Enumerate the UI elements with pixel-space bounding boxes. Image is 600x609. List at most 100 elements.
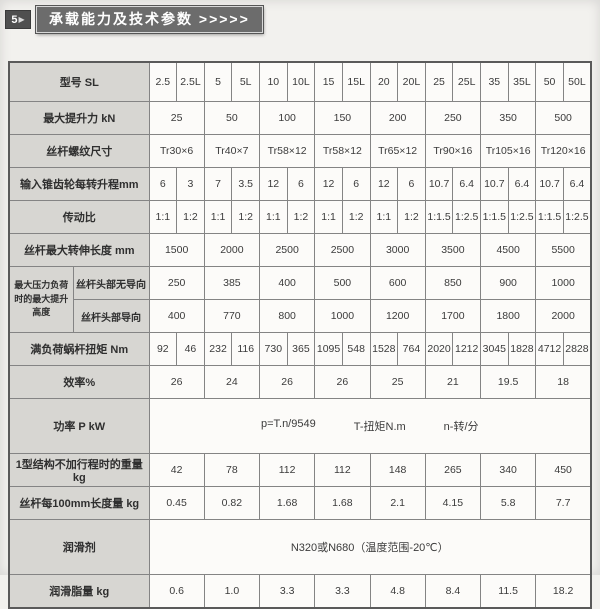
table-row: 最大压力负荷时的最大提升高度 丝杆头部无导向 250 385 400 500 600 850 9… (8, 266, 592, 333)
table-cell: 26 (314, 365, 371, 399)
table-cell: 1:2.5 (452, 200, 481, 234)
table-cell: 400 (148, 299, 205, 333)
note-token: T-扭矩N.m (353, 421, 406, 433)
table-cell: 7 (203, 167, 233, 201)
note-token: N320或N680（温度范围-20℃） (290, 542, 449, 554)
table-cell: 10L (286, 61, 316, 102)
table-cell: 6 (148, 167, 178, 201)
table-cell: 2.5L (176, 61, 205, 102)
table-cell: 1528 (369, 332, 399, 366)
table-row: 润滑剂 N320或N680（温度范围-20℃） (8, 519, 592, 575)
arrow-icon: ▶ (18, 14, 25, 24)
table-row: 最大提升力 kN 25 50 100 150 200 250 350 500 (8, 101, 592, 135)
table-cell: 1828 (507, 332, 537, 366)
table-cell: 1500 (148, 233, 205, 267)
table-cell: 5L (231, 61, 260, 102)
table-cell: 3045 (480, 332, 509, 366)
table-cell: 26 (148, 365, 205, 399)
table-cell: Tr105×16 (479, 134, 537, 168)
table-cell: 0.82 (203, 486, 261, 520)
table-cell: 2.5 (148, 61, 178, 102)
table-row: 输入锥齿轮每转升程mm 6 3 7 3.5 12 6 12 6 12 6 10.7 6.4 10.7 6.4… (8, 167, 592, 201)
section-title: 承载能力及技术参数 >>>>> (36, 6, 263, 33)
table-cell: 15L (341, 61, 371, 102)
table-cell: 1000 (314, 299, 371, 333)
table-cell: 365 (286, 332, 316, 366)
table-cell: 18 (535, 365, 592, 399)
table-cell: 8.4 (424, 574, 482, 609)
row-label: 润滑剂 (8, 519, 150, 575)
table-cell: 3.3 (314, 574, 371, 609)
table-cell: 4.15 (424, 486, 482, 520)
table-row: 功率 P kW p=T.n/9549 T-扭矩N.m n-转/分 (8, 398, 592, 454)
table-cell: Tr30×6 (148, 134, 205, 168)
table-cell: 12 (259, 167, 288, 201)
table-cell: 900 (479, 266, 537, 300)
table-cell: 450 (535, 453, 592, 487)
table-cell: 3000 (369, 233, 426, 267)
table-cell: 50 (535, 61, 564, 102)
table-cell-full: N320或N680（温度范围-20℃） (148, 519, 592, 575)
table-cell: 10.7 (480, 167, 509, 201)
table-cell: 1:2 (286, 200, 316, 234)
spec-table: 型号 SL 2.5 2.5L 5 5L 10 10L 15 15L 20 20L 25 25L 35 35L… (8, 61, 592, 609)
table-cell: 42 (148, 453, 205, 487)
section-banner: 5 ▶ 承载能力及技术参数 >>>>> (0, 0, 600, 33)
table-cell: 1:2 (176, 200, 205, 234)
table-row: 传动比 1:1 1:2 1:1 1:2 1:1 1:2 1:1 1:2 1:1 1:2 1:1.5 1:… (8, 200, 592, 234)
table-cell: 6 (286, 167, 316, 201)
table-cell: 250 (424, 101, 482, 135)
table-cell: 20 (369, 61, 399, 102)
table-row: 润滑脂量 kg 0.6 1.0 3.3 3.3 4.8 8.4 11.5 18.2 (8, 574, 592, 609)
table-cell: 350 (479, 101, 537, 135)
row-label: 润滑脂量 kg (8, 574, 150, 609)
table-cell: 600 (369, 266, 426, 300)
table-cell: 3500 (424, 233, 482, 267)
table-cell: 35 (480, 61, 509, 102)
table-cell: 26 (258, 365, 316, 399)
table-cell: 1:1 (314, 200, 343, 234)
section-number: 5 (11, 13, 18, 26)
table-cell: 46 (176, 332, 205, 366)
table-cell: 500 (535, 101, 592, 135)
table-cell: 1:2 (397, 200, 426, 234)
table-row: 1型结构不加行程时的重量 kg 42 78 112 112 148 265 340 450 (8, 453, 592, 487)
table-cell: 6 (397, 167, 426, 201)
table-cell: 1:1 (369, 200, 399, 234)
table-cell: 200 (369, 101, 426, 135)
table-cell: 1200 (369, 299, 426, 333)
table-cell: 6.4 (507, 167, 537, 201)
table-cell: 385 (203, 266, 261, 300)
table-cell: 1:1 (148, 200, 178, 234)
table-cell: 250 (148, 266, 205, 300)
table-cell: 1.0 (203, 574, 261, 609)
table-cell: 150 (314, 101, 371, 135)
table-cell: 1:1 (203, 200, 233, 234)
table-cell: Tr65×12 (369, 134, 426, 168)
table-cell: 5.8 (479, 486, 537, 520)
table-cell: 15 (314, 61, 343, 102)
row-label: 满负荷蜗杆扭矩 Nm (8, 332, 150, 366)
table-cell: 21 (424, 365, 482, 399)
table-cell: 20L (397, 61, 426, 102)
table-cell: 2828 (562, 332, 592, 366)
table-cell: 6.4 (562, 167, 592, 201)
table-row: 丝杆最大转伸长度 mm 1500 2000 2500 2500 3000 3500 4500 5… (8, 233, 592, 267)
table-cell: 148 (369, 453, 426, 487)
table-cell: 11.5 (479, 574, 537, 609)
table-cell: 1.68 (258, 486, 316, 520)
table-cell: 265 (424, 453, 482, 487)
table-cell: 12 (369, 167, 399, 201)
table-cell: 2020 (424, 332, 454, 366)
row-label: 效率% (8, 365, 150, 399)
table-cell: 730 (259, 332, 288, 366)
table-cell: 1:1 (259, 200, 288, 234)
row-label: 1型结构不加行程时的重量 kg (8, 453, 150, 487)
table-cell: 92 (148, 332, 178, 366)
table-cell-full: p=T.n/9549 T-扭矩N.m n-转/分 (148, 398, 592, 454)
table-cell: 2.1 (369, 486, 426, 520)
table-cell: 0.45 (148, 486, 205, 520)
table-cell: 764 (397, 332, 426, 366)
table-cell: 500 (314, 266, 371, 300)
table-cell: 6.4 (452, 167, 481, 201)
